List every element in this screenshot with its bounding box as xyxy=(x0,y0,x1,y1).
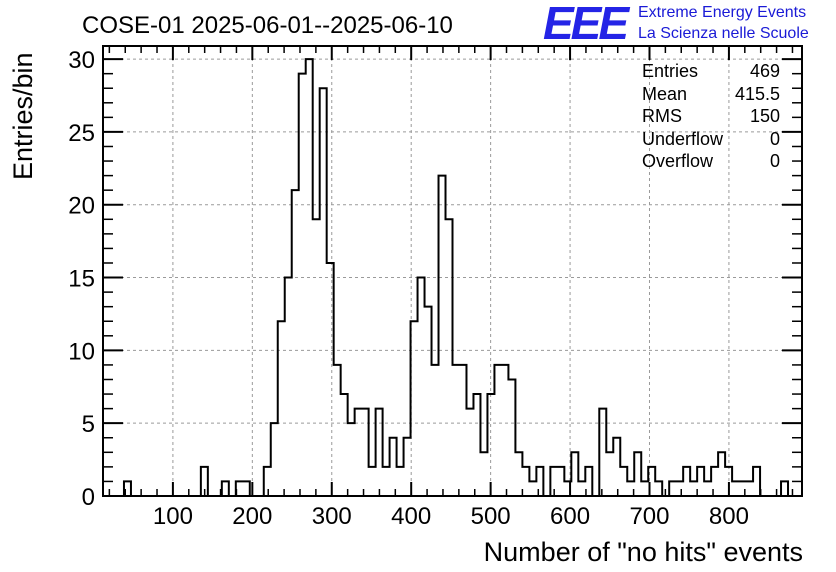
x-tick-label: 100 xyxy=(153,503,193,530)
stat-overflow: Overflow 0 xyxy=(642,150,780,173)
stat-label: Underflow xyxy=(642,128,724,149)
y-tick-label: 30 xyxy=(68,47,95,74)
x-tick-label: 700 xyxy=(629,503,669,530)
stat-value: 0 xyxy=(769,151,780,171)
x-axis-label: Number of "no hits" events xyxy=(483,537,803,567)
stat-rms: RMS 150 xyxy=(642,105,780,128)
stat-label: Mean xyxy=(642,83,688,104)
stat-underflow: Underflow 0 xyxy=(642,128,780,151)
x-tick-label: 500 xyxy=(471,503,511,530)
stat-value: 469 xyxy=(749,61,780,81)
x-tick-label: 600 xyxy=(550,503,590,530)
stat-label: RMS xyxy=(642,106,682,126)
plot-frame xyxy=(102,45,803,497)
stat-value: 150 xyxy=(749,106,780,126)
x-tick-label: 800 xyxy=(709,503,749,530)
y-tick-label: 20 xyxy=(68,193,95,220)
stats-box: Entries 469 Mean 415.5 RMS 150 Underflow… xyxy=(642,60,780,173)
stat-value: 0 xyxy=(769,128,780,149)
x-tick-label: 300 xyxy=(312,503,352,530)
chart-title: COSE-01 2025-06-01--2025-06-10 xyxy=(82,12,453,39)
x-tick-label: 200 xyxy=(232,503,272,530)
y-tick-label: 0 xyxy=(82,484,95,511)
y-tick-label: 10 xyxy=(68,338,95,365)
x-tick-label: 400 xyxy=(391,503,431,530)
stat-value: 415.5 xyxy=(734,83,780,104)
stat-mean: Mean 415.5 xyxy=(642,83,780,106)
y-tick-label: 15 xyxy=(68,266,95,293)
tick-labels: 100 200 300 400 500 600 700 800 0 5 10 15 20 25 30 xyxy=(68,47,749,530)
eee-logo-mark: EEE xyxy=(543,0,629,49)
y-tick-label: 5 xyxy=(82,411,95,438)
y-tick-label: 25 xyxy=(68,120,95,147)
stat-label: Overflow xyxy=(642,151,714,171)
stat-label: Entries xyxy=(642,61,699,81)
y-axis-label: Entries/bin xyxy=(8,52,38,180)
logo-line-1: Extreme Energy Events xyxy=(638,4,807,21)
logo-line-2: La Scienza nelle Scuole xyxy=(638,25,809,42)
stat-entries: Entries 469 xyxy=(642,60,780,83)
grid-lines xyxy=(103,46,802,496)
